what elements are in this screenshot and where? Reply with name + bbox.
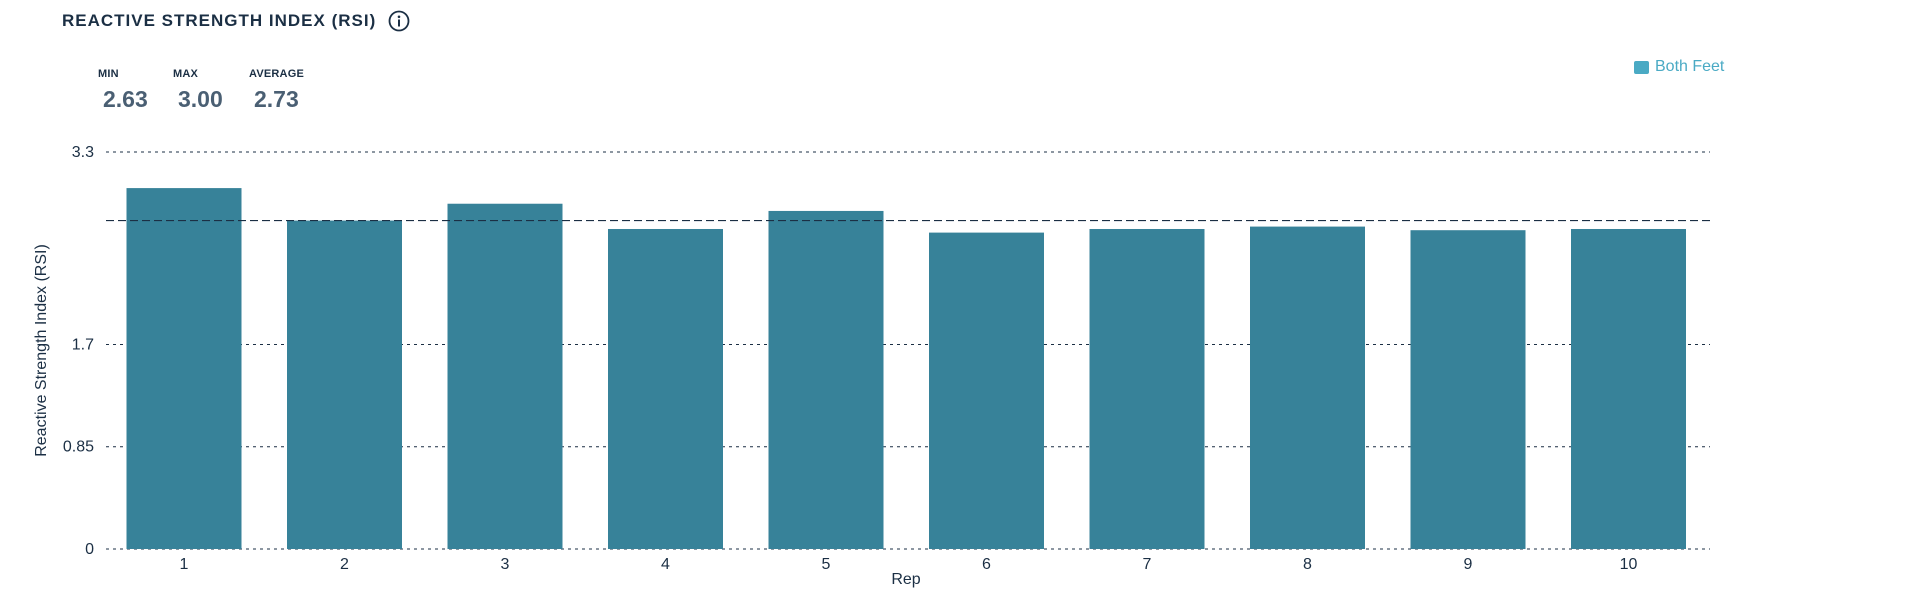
bar [1250,226,1365,549]
x-tick-label: 1 [180,556,189,573]
stat-max: MAX 3.00 [173,68,249,113]
bar [1571,228,1686,549]
y-axis-title: Reactive Strength Index (RSI) [33,244,50,457]
y-tick-label: 1.7 [72,336,94,353]
chart-title: REACTIVE STRENGTH INDEX (RSI) [62,11,377,30]
x-tick-label: 4 [661,556,670,573]
y-tick-label: 0.85 [63,439,94,456]
bar [768,210,884,549]
chart-legend[interactable]: Both Feet [1634,58,1724,76]
x-axis-title: Rep [891,571,920,588]
stat-average-value: 2.73 [254,86,299,112]
x-tick-label: 6 [982,556,991,573]
info-icon[interactable] [388,10,410,32]
chart-header: REACTIVE STRENGTH INDEX (RSI) [62,10,410,32]
bar [447,203,563,550]
summary-stats: MIN 2.63 MAX 3.00 AVERAGE 2.73 [98,68,304,113]
x-tick-label: 8 [1303,556,1312,573]
x-tick-label: 5 [822,556,831,573]
bar [1089,228,1205,549]
stat-average: AVERAGE 2.73 [249,68,304,113]
legend-label: Both Feet [1655,58,1725,75]
bar [1410,230,1526,550]
stat-max-label: MAX [173,68,199,80]
bar [608,228,723,549]
x-tick-label: 3 [501,556,510,573]
x-tick-label: 2 [340,556,349,573]
stat-min: MIN 2.63 [98,68,173,113]
bar [287,220,402,549]
stat-average-label: AVERAGE [249,68,304,80]
legend-swatch [1634,60,1649,74]
x-tick-label: 9 [1464,556,1473,573]
bar [126,188,242,549]
stat-min-label: MIN [98,68,119,80]
x-tick-label: 10 [1620,556,1638,573]
stat-max-value: 3.00 [178,86,223,112]
bar [929,232,1044,549]
stat-min-value: 2.63 [103,86,148,112]
x-tick-label: 7 [1143,556,1152,573]
y-tick-label: 3.3 [72,144,94,161]
y-tick-label: 0 [85,541,94,558]
